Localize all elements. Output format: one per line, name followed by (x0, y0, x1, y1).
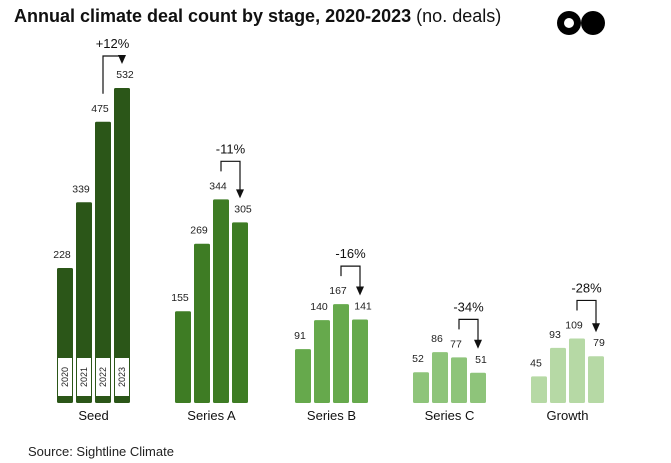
year-label: 2022 (98, 367, 108, 387)
change-label: -16% (335, 246, 366, 261)
arrow-icon (474, 339, 482, 349)
arrow-icon (118, 55, 126, 64)
bar (451, 357, 467, 403)
chart-title: Annual climate deal count by stage, 2020… (14, 6, 502, 26)
year-label: 2023 (117, 367, 127, 387)
bar (531, 376, 547, 403)
bar (175, 311, 191, 403)
logo-icon (557, 11, 605, 35)
bar (232, 222, 248, 403)
data-label: 344 (209, 180, 227, 192)
bar (588, 356, 604, 403)
source-note: Source: Sightline Climate (28, 444, 174, 459)
data-label: 228 (53, 249, 71, 261)
data-label: 79 (593, 337, 605, 349)
data-label: 339 (72, 183, 90, 195)
data-label: 51 (475, 354, 487, 366)
data-label: 93 (549, 329, 561, 341)
bar (550, 347, 566, 403)
category-label: Series A (187, 408, 236, 423)
bar (314, 320, 330, 403)
data-label: 141 (354, 301, 372, 313)
change-bracket (220, 160, 241, 197)
data-label: 91 (294, 330, 306, 342)
bar (194, 243, 210, 403)
year-label: 2021 (79, 367, 89, 387)
year-label-box (58, 358, 72, 396)
data-label: 77 (450, 338, 462, 350)
bar (432, 352, 448, 403)
year-label-box (96, 358, 110, 396)
change-bracket (340, 265, 361, 294)
data-label: 52 (412, 353, 424, 365)
category-label: Growth (547, 408, 589, 423)
bar (413, 372, 429, 403)
bar (470, 372, 486, 403)
category-label: Seed (78, 408, 108, 423)
data-label: 155 (171, 292, 189, 304)
change-bracket (458, 318, 479, 347)
year-label-box (77, 358, 91, 396)
bar (569, 338, 585, 403)
change-label: -11% (216, 141, 246, 156)
change-label: +12% (96, 36, 130, 51)
change-label: -28% (571, 280, 602, 295)
bar (114, 88, 130, 403)
data-label: 305 (234, 203, 252, 215)
bar (213, 199, 229, 403)
data-label: 86 (431, 333, 443, 345)
arrow-icon (356, 286, 364, 296)
bar (295, 349, 311, 403)
bar (333, 304, 349, 403)
bar (76, 202, 92, 403)
bar (95, 121, 111, 403)
data-label: 45 (530, 357, 542, 369)
change-label: -34% (453, 299, 484, 314)
data-label: 532 (116, 69, 134, 81)
data-label: 109 (565, 319, 583, 331)
bar (352, 319, 368, 403)
arrow-icon (236, 189, 244, 199)
year-label-box (115, 358, 129, 396)
category-label: Series C (425, 408, 475, 423)
data-label: 140 (310, 301, 328, 313)
arrow-icon (592, 323, 600, 333)
category-label: Series B (307, 408, 356, 423)
change-bracket (576, 299, 597, 331)
data-label: 269 (190, 225, 208, 237)
data-label: 475 (91, 103, 109, 115)
year-label: 2020 (60, 367, 70, 387)
data-label: 167 (329, 285, 347, 297)
